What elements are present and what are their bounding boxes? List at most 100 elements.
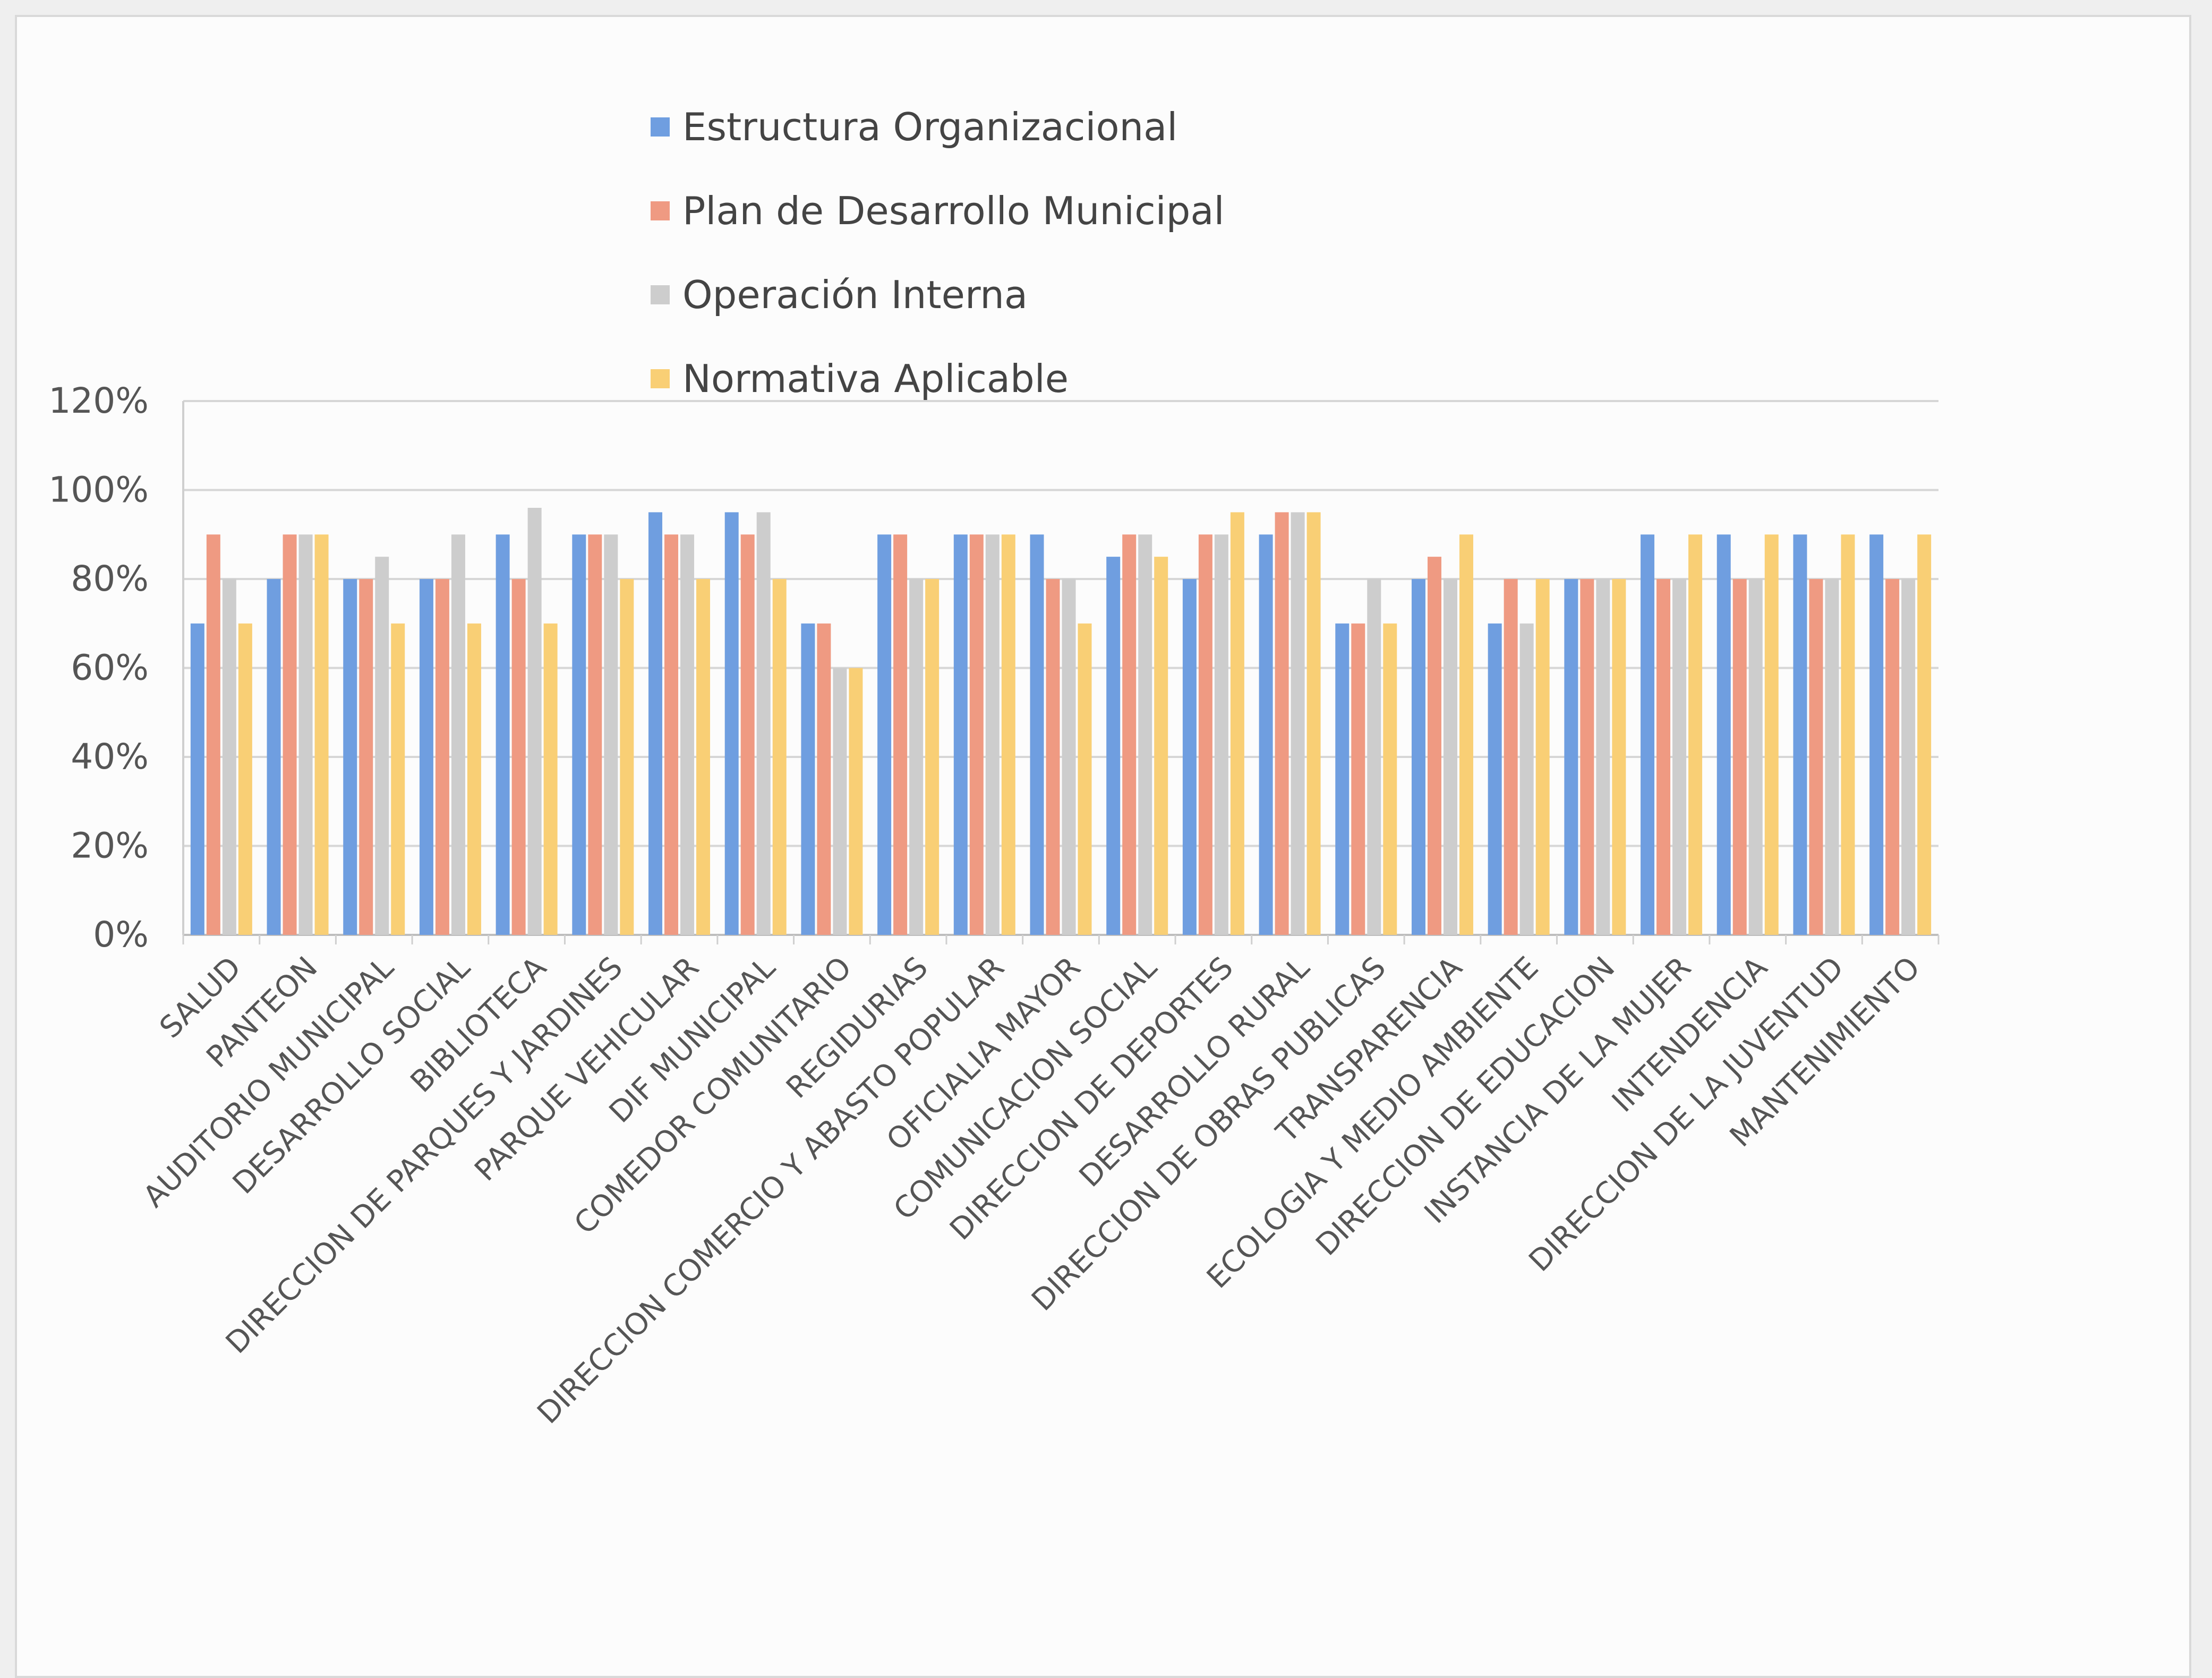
legend-swatch [651,201,670,220]
legend-item: Operación Interna [651,253,1224,337]
bar [1351,623,1365,935]
bar [604,534,618,935]
bar [680,534,695,935]
legend-swatch [651,285,670,304]
bar [696,579,711,935]
bar [375,557,389,935]
bar [1122,534,1137,935]
bar [451,534,465,935]
bar [222,579,236,935]
legend-label: Normativa Aplicable [682,356,1069,401]
legend-label: Plan de Desarrollo Municipal [682,189,1225,233]
bar [648,512,663,935]
bar [1459,534,1473,935]
bar [572,534,586,935]
bar [1535,579,1550,935]
bar [1580,579,1594,935]
bar [817,623,831,935]
bar [1291,512,1305,935]
legend-label: Operación Interna [682,272,1028,317]
bar [1612,579,1626,935]
y-tick-label: 0% [93,914,149,955]
legend-item: Plan de Desarrollo Municipal [651,169,1224,253]
bar [1078,623,1092,935]
bar [1230,512,1244,935]
bar [527,508,542,935]
bar [1504,579,1518,935]
bar [1367,579,1381,935]
bar [1869,534,1884,935]
bar [1182,579,1197,935]
bar [496,534,510,935]
y-tick-label: 60% [71,648,149,688]
y-tick-label: 40% [71,736,149,777]
legend-item: Normativa Aplicable [651,337,1224,421]
bar [1764,534,1779,935]
bar [1427,557,1441,935]
bar [1732,579,1747,935]
bar [1672,579,1687,935]
bar [1656,579,1671,935]
bar [1825,579,1839,935]
bar [511,579,526,935]
legend-swatch [651,117,670,137]
bar [1641,534,1655,935]
legend-label: Estructura Organizacional [682,105,1178,149]
legend-swatch [651,369,670,388]
bar [314,534,329,935]
bar [298,534,313,935]
bar [969,534,984,935]
bar [1596,579,1610,935]
bar [877,534,892,935]
bar [543,623,558,935]
bar [801,623,815,935]
bar [1106,557,1121,935]
bar [1885,579,1900,935]
bar [1259,534,1273,935]
y-tick-label: 20% [71,825,149,866]
bar [1030,534,1044,935]
bar [772,579,787,935]
bar [1519,623,1534,935]
bar [849,668,863,935]
bar [740,534,755,935]
bar [1383,623,1397,935]
bar [1046,579,1060,935]
bar [1214,534,1228,935]
bar [435,579,449,935]
bar [1411,579,1425,935]
bar [1688,534,1703,935]
bar [1062,579,1076,935]
legend-item: Estructura Organizacional [651,85,1224,169]
bar [1793,534,1807,935]
bar [1901,579,1916,935]
bar [833,668,847,935]
bar [1275,512,1289,935]
bar [190,623,204,935]
bar [1335,623,1350,935]
bar [206,534,220,935]
bar [1917,534,1932,935]
bar [724,512,739,935]
bar [1716,534,1731,935]
bar [267,579,281,935]
bar [391,623,405,935]
bar [283,534,297,935]
bar [1488,623,1502,935]
bar [1564,579,1578,935]
y-tick-label: 100% [48,470,149,510]
y-tick-label: 120% [48,380,149,421]
x-tick-label: COMEDOR COMUNITARIO [568,950,859,1241]
bar [909,579,924,935]
bar [359,579,373,935]
bar [588,534,602,935]
bar [925,579,940,935]
bar [419,579,433,935]
bar [1841,534,1855,935]
bar [756,512,771,935]
bar [893,534,908,935]
bar [1443,579,1457,935]
bar [467,623,481,935]
